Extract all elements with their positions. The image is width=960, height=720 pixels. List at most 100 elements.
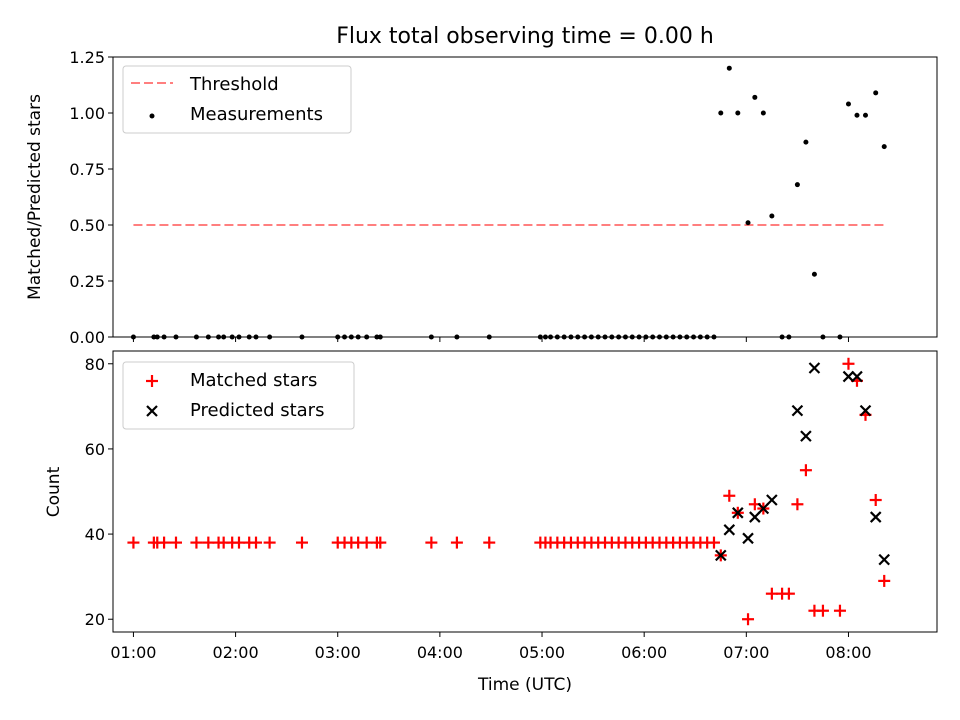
measurement-point <box>697 334 703 340</box>
top-chart-title: Flux total observing time = 0.00 h <box>336 24 714 49</box>
bottom-y-axis-label: Count <box>44 466 64 517</box>
measurement-point <box>745 220 751 226</box>
x-tick-label: 05:00 <box>519 643 565 662</box>
measurement-point <box>582 334 588 340</box>
measurement-point <box>711 334 717 340</box>
bottom-y-tick-label: 40 <box>85 525 105 544</box>
matched-star-point <box>374 536 387 549</box>
predicted-star-point <box>878 553 891 566</box>
x-tick-label: 01:00 <box>110 643 156 662</box>
matched-star-point <box>799 464 812 477</box>
matched-legend-swatch <box>146 375 158 387</box>
measurement-point <box>663 334 669 340</box>
measurement-point <box>205 334 211 340</box>
measurement-point <box>735 110 741 116</box>
measurement-point <box>629 334 635 340</box>
cross-b <box>742 532 754 545</box>
cross-b <box>851 370 863 383</box>
top-y-tick-label: 1.00 <box>69 104 105 123</box>
measurement-point <box>704 334 710 340</box>
top-panel: Flux total observing time = 0.00 h Match… <box>25 24 938 347</box>
measurement-point <box>643 334 649 340</box>
measurement-point <box>616 334 622 340</box>
measurement-point <box>173 334 179 340</box>
matched-star-point <box>878 574 891 587</box>
predicted-star-point <box>808 362 821 374</box>
matched-star-point <box>202 536 215 549</box>
predicted-star-point <box>800 430 812 442</box>
measurement-point <box>609 334 615 340</box>
top-y-axis-label: Matched/Predicted stars <box>25 94 45 300</box>
matched-star-point <box>360 536 373 549</box>
bottom-x-axis-label: Time (UTC) <box>477 675 572 695</box>
matched-star-point <box>707 536 720 549</box>
matched-star-point <box>263 536 276 549</box>
x-tick-label: 07:00 <box>723 643 769 662</box>
measurement-point <box>691 334 697 340</box>
measurement-point <box>718 110 724 116</box>
x-tick-label: 02:00 <box>213 643 259 662</box>
matched-star-point <box>833 604 846 617</box>
cross-b <box>715 549 727 562</box>
predicted-star-point <box>732 507 744 519</box>
predicted-star-point <box>842 370 855 383</box>
measurement-point <box>622 334 628 340</box>
x-tick-label: 04:00 <box>417 643 463 662</box>
predicted-star-point <box>869 511 882 523</box>
measurement-point <box>342 334 348 340</box>
predicted-star-point <box>715 549 727 562</box>
matched-star-point <box>190 536 203 549</box>
top-y-tick-label: 0.25 <box>69 272 105 291</box>
measurement-point <box>364 334 370 340</box>
measurement-point <box>779 334 785 340</box>
cross-b <box>808 362 821 374</box>
predicted-star-point <box>791 404 804 417</box>
top-y-tick-label: 1.25 <box>69 48 105 67</box>
cross-b <box>766 494 778 506</box>
measurement-point <box>845 101 851 107</box>
predicted-star-point <box>723 524 736 536</box>
matched-star-point <box>869 494 882 507</box>
top-legend: Threshold Measurements <box>122 65 352 134</box>
measurement-point <box>267 334 273 340</box>
measurement-point <box>154 334 160 340</box>
measurement-point <box>769 213 775 219</box>
measurement-point <box>229 334 235 340</box>
measurement-point <box>236 334 242 340</box>
measurement-point <box>726 65 732 71</box>
predicted-star-point <box>766 494 778 506</box>
top-y-tick-label: 0.50 <box>69 216 105 235</box>
matched-star-point <box>742 613 755 626</box>
matched-star-point <box>127 536 140 549</box>
bottom-y-ticks: 20 40 60 80 <box>85 355 113 629</box>
bottom-x-ticks: 01:00 02:00 03:00 04:00 05:00 06:00 07:00 08:00 <box>110 632 872 662</box>
predicted-star-point <box>742 532 754 545</box>
measurement-point <box>216 334 222 340</box>
measurement-point <box>760 110 766 116</box>
cross-b <box>749 511 761 523</box>
measurement-point <box>221 334 227 340</box>
measurement-point <box>837 334 843 340</box>
measurement-point <box>348 334 354 340</box>
cross-b <box>757 502 770 515</box>
matched-star-point <box>782 587 795 600</box>
measurement-point <box>246 334 252 340</box>
matched-star-point <box>791 498 804 511</box>
top-plot-marks <box>130 65 887 340</box>
measurement-point <box>854 112 860 118</box>
matched-star-point <box>250 536 263 549</box>
cross-b <box>732 507 744 519</box>
cross-b <box>878 553 891 566</box>
cross-b <box>859 404 872 417</box>
x-tick-label: 03:00 <box>315 643 361 662</box>
measurement-point <box>588 334 594 340</box>
matched-star-point <box>483 536 496 549</box>
threshold-legend-label: Threshold <box>189 74 279 95</box>
matched-star-point <box>842 357 855 370</box>
cross-b <box>723 524 736 536</box>
cross-b <box>842 370 855 383</box>
matched-star-point <box>723 489 736 502</box>
bottom-panel: Count Time (UTC) 20 40 60 80 01:00 02:00 03:0… <box>44 350 938 695</box>
top-y-ticks: 0.00 0.25 0.50 0.75 1.00 1.25 <box>69 48 113 347</box>
